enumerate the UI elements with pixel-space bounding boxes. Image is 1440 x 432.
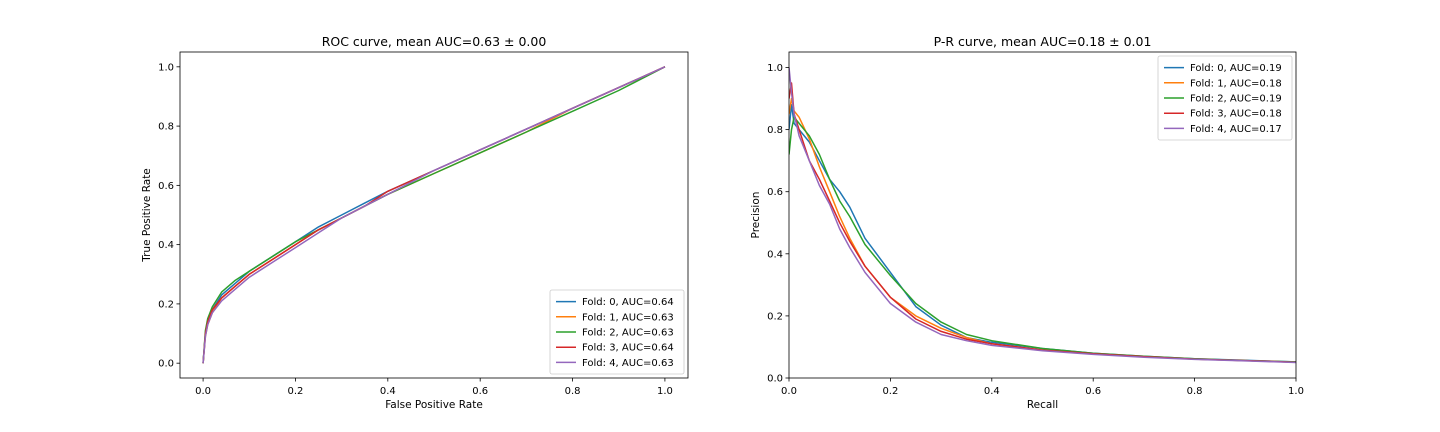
roc-x-tick-label: 0.6 xyxy=(472,386,488,397)
pr-legend-entry: Fold: 3, AUC=0.18 xyxy=(1190,109,1282,120)
roc-chart-panel: ROC curve, mean AUC=0.63 ± 0.00 False Po… xyxy=(141,34,689,411)
pr-legend-entry: Fold: 4, AUC=0.17 xyxy=(1190,124,1282,135)
roc-legend: Fold: 0, AUC=0.64 Fold: 1, AUC=0.63 Fold: … xyxy=(549,289,685,375)
roc-legend-entry: Fold: 4, AUC=0.63 xyxy=(582,358,674,369)
roc-x-axis-label: False Positive Rate xyxy=(385,399,483,411)
roc-axes-frame xyxy=(179,51,689,379)
pr-chart-panel: P-R curve, mean AUC=0.18 ± 0.01 Recall P… xyxy=(750,34,1304,411)
roc-y-axis-label: True Positive Rate xyxy=(141,168,153,263)
pr-x-axis-label: Recall xyxy=(1027,399,1058,411)
pr-x-tick-label: 0.4 xyxy=(984,386,1000,397)
pr-legend-entry: Fold: 0, AUC=0.19 xyxy=(1190,63,1282,74)
pr-legend-box xyxy=(1157,55,1293,141)
pr-axes-frame xyxy=(788,51,1297,379)
roc-chart-title: ROC curve, mean AUC=0.63 ± 0.00 xyxy=(322,34,547,49)
pr-x-tick-label: 0.8 xyxy=(1187,386,1203,397)
pr-y-tick-label: 0.8 xyxy=(767,125,783,136)
pr-legend-entry: Fold: 2, AUC=0.19 xyxy=(1190,94,1282,105)
pr-legend-entry: Fold: 1, AUC=0.18 xyxy=(1190,78,1282,89)
pr-y-tick-label: 0.2 xyxy=(767,311,783,322)
roc-y-tick-label: 1.0 xyxy=(158,62,174,73)
roc-x-tick-label: 0.2 xyxy=(288,386,304,397)
roc-y-tick-label: 0.6 xyxy=(158,181,174,192)
roc-x-tick-label: 1.0 xyxy=(657,386,673,397)
pr-y-tick-label: 0.6 xyxy=(767,187,783,198)
pr-y-tick-label: 0.0 xyxy=(767,374,783,385)
pr-y-tick-label: 0.4 xyxy=(767,249,783,260)
roc-y-tick-label: 0.0 xyxy=(158,359,174,370)
roc-x-tick-label: 0.0 xyxy=(195,386,211,397)
pr-y-tick-label: 1.0 xyxy=(767,63,783,74)
roc-legend-box xyxy=(549,289,685,375)
roc-y-tick-label: 0.8 xyxy=(158,122,174,133)
roc-series-group xyxy=(202,66,666,364)
roc-y-tick-label: 0.2 xyxy=(158,299,174,310)
pr-legend: Fold: 0, AUC=0.19 Fold: 1, AUC=0.18 Fold: … xyxy=(1157,55,1293,141)
pr-x-tick-label: 0.6 xyxy=(1085,386,1101,397)
pr-x-tick-label: 0.0 xyxy=(781,386,797,397)
roc-legend-entry: Fold: 3, AUC=0.64 xyxy=(582,343,674,354)
roc-y-tick-label: 0.4 xyxy=(158,240,174,251)
roc-x-tick-label: 0.4 xyxy=(380,386,396,397)
roc-legend-entry: Fold: 2, AUC=0.63 xyxy=(582,328,674,339)
roc-x-tick-label: 0.8 xyxy=(565,386,581,397)
pr-x-tick-label: 1.0 xyxy=(1288,386,1304,397)
pr-y-axis-label: Precision xyxy=(750,192,762,239)
roc-legend-entry: Fold: 1, AUC=0.63 xyxy=(582,312,674,323)
pr-series-group xyxy=(789,67,1296,364)
roc-legend-entry: Fold: 0, AUC=0.64 xyxy=(582,297,674,308)
roc-series-line-fold-4 xyxy=(202,66,666,364)
pr-x-tick-label: 0.2 xyxy=(882,386,898,397)
pr-chart-title: P-R curve, mean AUC=0.18 ± 0.01 xyxy=(934,34,1152,49)
pr-series-line-fold-4 xyxy=(789,67,1296,364)
